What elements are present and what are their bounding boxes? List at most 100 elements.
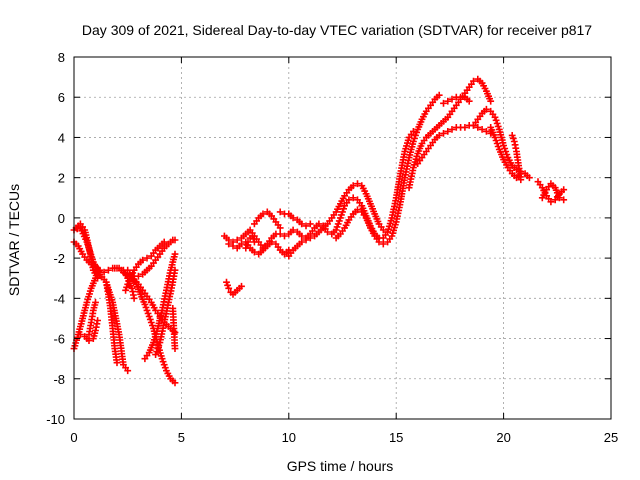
data-point	[113, 359, 121, 367]
data-point	[94, 317, 101, 324]
data-point	[375, 238, 383, 246]
chart-title: Day 309 of 2021, Sidereal Day-to-day VTE…	[82, 22, 592, 38]
data-point	[233, 236, 241, 244]
data-point	[96, 268, 104, 276]
data-point	[306, 220, 314, 228]
data-point	[259, 210, 267, 218]
y-tick-label: 6	[58, 90, 65, 105]
data-point	[410, 128, 417, 135]
data-point	[238, 240, 245, 248]
data-point	[171, 266, 179, 274]
data-point	[491, 134, 499, 141]
x-axis-ticks: 0 5 10 15 20 25	[70, 57, 618, 445]
data-point	[509, 135, 517, 142]
y-tick-label: -2	[53, 251, 65, 266]
data-point	[77, 331, 84, 338]
x-tick-label: 10	[282, 430, 296, 445]
data-point	[410, 138, 417, 145]
y-tick-label: 0	[58, 211, 65, 226]
data-point	[483, 105, 490, 113]
y-tick-label: 8	[58, 50, 65, 65]
data-point	[298, 238, 306, 246]
y-tick-label: -6	[53, 332, 65, 347]
data-point	[135, 272, 142, 280]
data-point	[171, 250, 179, 258]
data-point	[251, 248, 258, 256]
data-point	[276, 208, 284, 216]
x-axis-label: GPS time / hours	[287, 458, 394, 474]
data-point	[440, 130, 447, 137]
x-tick-label: 20	[496, 430, 510, 445]
data-point	[171, 236, 179, 244]
data-point	[130, 294, 138, 302]
data-point	[306, 234, 314, 242]
data-point	[171, 379, 179, 387]
data-point	[526, 174, 533, 182]
data-point	[474, 124, 482, 131]
data-point	[379, 226, 387, 234]
data-points	[70, 75, 568, 387]
data-point	[289, 226, 297, 234]
data-point	[92, 299, 99, 306]
data-point	[225, 240, 233, 248]
data-point	[244, 238, 252, 246]
data-point	[492, 116, 500, 124]
data-point	[289, 214, 297, 222]
y-tick-label: 2	[58, 171, 65, 186]
data-point	[124, 280, 132, 288]
data-point	[465, 97, 473, 105]
data-point	[444, 128, 452, 135]
data-point	[146, 316, 154, 323]
data-point	[115, 264, 123, 272]
data-point	[487, 97, 495, 105]
data-point	[384, 228, 391, 236]
data-point	[298, 232, 306, 240]
x-tick-label: 5	[178, 430, 185, 445]
data-point	[324, 228, 331, 236]
data-point	[276, 224, 284, 232]
data-point	[379, 240, 387, 248]
data-point	[354, 180, 361, 188]
data-point	[315, 220, 323, 228]
data-point	[160, 238, 168, 246]
y-tick-label: -8	[53, 372, 65, 387]
data-point	[87, 260, 95, 268]
data-point	[124, 367, 132, 375]
data-point	[478, 126, 486, 133]
y-axis-ticks: -10 -8 -6 -4 -2 0 2 4 6 8	[46, 50, 611, 427]
y-tick-label: -4	[53, 291, 65, 306]
data-point	[547, 198, 555, 206]
data-point	[349, 194, 357, 202]
data-point	[332, 226, 340, 234]
data-point	[444, 97, 452, 105]
data-point	[345, 196, 353, 204]
data-point	[105, 266, 112, 274]
data-point	[483, 128, 490, 135]
data-point	[435, 132, 443, 139]
data-point	[143, 254, 151, 262]
data-point	[435, 91, 443, 99]
data-point	[448, 126, 456, 133]
data-point	[440, 99, 447, 107]
data-point	[276, 230, 284, 238]
data-point	[470, 77, 477, 85]
data-point	[251, 238, 258, 246]
data-point	[229, 242, 237, 250]
data-point	[268, 238, 275, 246]
data-point	[171, 345, 179, 352]
data-point	[223, 278, 230, 286]
data-point	[349, 182, 357, 190]
data-point	[448, 95, 456, 103]
grid-lines	[74, 57, 611, 419]
data-point	[354, 206, 361, 214]
data-point	[560, 186, 568, 194]
data-point	[560, 196, 568, 204]
data-point	[225, 284, 233, 292]
data-point	[139, 256, 147, 264]
data-point	[517, 176, 525, 184]
data-point	[238, 282, 245, 290]
x-tick-label: 25	[604, 430, 618, 445]
plot-frame	[73, 56, 612, 420]
data-point	[242, 244, 250, 252]
data-point	[281, 232, 288, 240]
